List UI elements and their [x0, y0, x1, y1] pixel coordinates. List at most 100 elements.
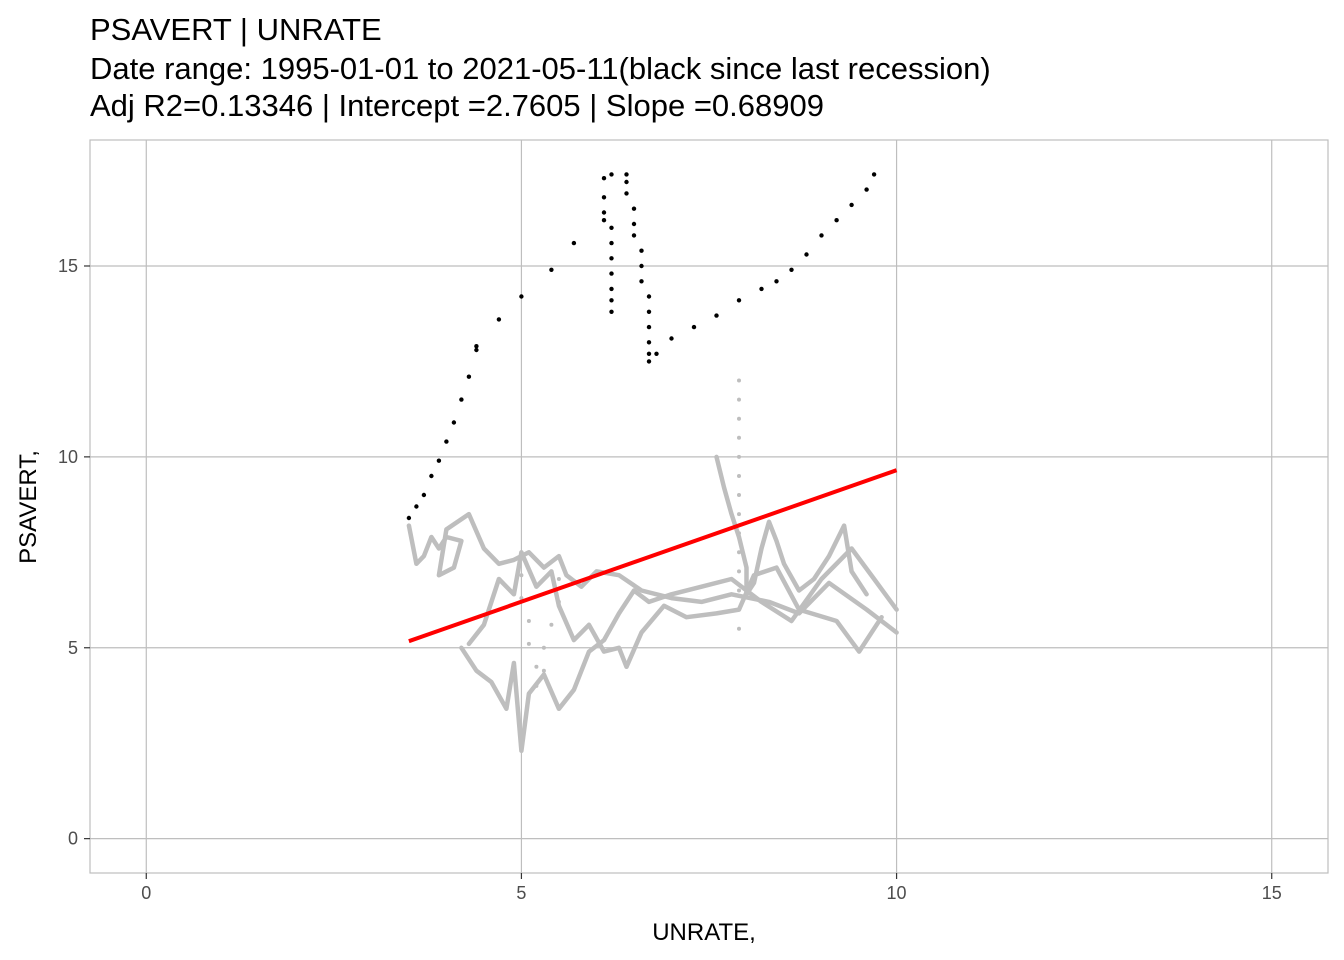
plot-panel: [89, 139, 1329, 874]
data-point-earlier: [737, 378, 741, 383]
data-point-recent: [864, 187, 869, 192]
data-point-recent: [631, 206, 637, 211]
data-point-recent: [646, 340, 652, 345]
data-point-recent: [474, 347, 479, 353]
y-tick-label: 15: [58, 256, 78, 276]
chart-subtitle-line-1: Date range: 1995-01-01 to 2021-05-11(bla…: [90, 51, 991, 86]
data-point-recent: [549, 267, 554, 272]
data-point-recent: [436, 458, 442, 463]
data-point-recent: [609, 256, 614, 261]
data-point-earlier: [526, 641, 531, 646]
regression-line: [408, 468, 898, 644]
y-tick-label: 0: [68, 829, 78, 849]
data-point-recent: [646, 324, 652, 330]
data-point-earlier: [737, 397, 741, 402]
data-point-earlier: [534, 664, 539, 669]
chart-title: PSAVERT | UNRATE: [90, 12, 382, 47]
data-point-earlier: [737, 474, 741, 478]
data-point-earlier: [737, 626, 741, 631]
data-point-recent: [646, 294, 652, 299]
data-point-recent: [609, 298, 614, 303]
data-point-recent: [646, 309, 652, 314]
data-point-recent: [624, 172, 629, 177]
data-point-recent: [414, 504, 419, 509]
data-point-recent: [466, 374, 472, 379]
data-series: [406, 172, 899, 754]
y-axis-ticks: 0 5 10 15: [58, 256, 90, 849]
data-point-recent: [639, 248, 644, 253]
data-point-recent: [631, 221, 637, 227]
x-tick-label: 15: [1262, 883, 1282, 903]
data-point-recent: [789, 267, 794, 272]
data-point-earlier: [549, 622, 554, 627]
data-point-earlier: [541, 668, 546, 673]
series-path-earlier: [459, 546, 899, 754]
data-point-earlier: [556, 577, 561, 581]
data-point-recent: [609, 309, 614, 314]
data-point-recent: [714, 313, 719, 318]
data-point-recent: [646, 351, 652, 356]
grid-lines: [90, 140, 1328, 873]
x-axis-title: UNRATE,: [652, 919, 756, 946]
data-point-recent: [631, 233, 637, 238]
data-point-recent: [406, 515, 412, 521]
data-point-recent: [871, 172, 877, 177]
data-point-recent: [639, 279, 644, 284]
data-point-earlier: [737, 493, 741, 497]
data-point-recent: [601, 176, 607, 181]
data-point-recent: [519, 294, 524, 299]
data-point-recent: [691, 324, 697, 330]
data-point-recent: [609, 286, 614, 292]
data-point-recent: [804, 252, 809, 257]
data-point-recent: [624, 179, 629, 185]
data-point-earlier: [556, 599, 561, 604]
x-tick-label: 0: [141, 883, 151, 903]
data-point-recent: [601, 218, 607, 223]
data-point-recent: [444, 439, 449, 444]
data-point-recent: [601, 195, 607, 200]
data-point-earlier: [737, 607, 741, 612]
data-point-recent: [421, 492, 427, 498]
y-axis-title: PSAVERT,: [15, 450, 42, 564]
x-tick-label: 10: [887, 883, 907, 903]
chart-subtitle-line-2: Adj R2=0.13346 | Intercept =2.7605 | Slo…: [90, 88, 824, 123]
y-tick-label: 5: [68, 638, 78, 658]
series-path-earlier: [714, 454, 869, 597]
data-point-earlier: [737, 416, 741, 421]
data-point-earlier: [519, 573, 524, 578]
data-point-recent: [834, 218, 839, 223]
data-point-recent: [601, 210, 607, 215]
data-point-earlier: [534, 683, 539, 688]
data-point-recent: [774, 279, 779, 284]
data-point-recent: [639, 263, 644, 269]
data-point-recent: [571, 240, 577, 246]
data-point-recent: [429, 473, 434, 479]
data-point-recent: [759, 286, 764, 292]
data-point-recent: [819, 233, 824, 238]
data-point-recent: [459, 397, 464, 402]
data-point-earlier: [737, 531, 741, 536]
data-point-recent: [496, 317, 502, 322]
data-point-recent: [451, 420, 457, 425]
data-point-recent: [474, 344, 479, 349]
x-axis-ticks: 0 5 10 15: [141, 873, 1282, 903]
data-point-recent: [609, 240, 614, 246]
series-path-earlier: [466, 550, 884, 670]
data-point-earlier: [541, 645, 546, 650]
data-point-earlier: [737, 435, 741, 440]
data-point-earlier: [526, 619, 531, 623]
data-point-recent: [609, 271, 614, 276]
data-point-earlier: [737, 454, 741, 459]
data-point-earlier: [519, 596, 524, 601]
regression-layer: [408, 468, 898, 644]
data-point-earlier: [737, 588, 741, 593]
data-point-recent: [849, 202, 854, 208]
series-path-earlier: [406, 511, 899, 635]
data-point-earlier: [737, 512, 741, 517]
x-tick-label: 5: [516, 883, 526, 903]
data-point-recent: [609, 172, 614, 177]
data-point-recent: [669, 336, 674, 341]
data-point-earlier: [737, 569, 741, 574]
data-point-recent: [654, 351, 659, 356]
